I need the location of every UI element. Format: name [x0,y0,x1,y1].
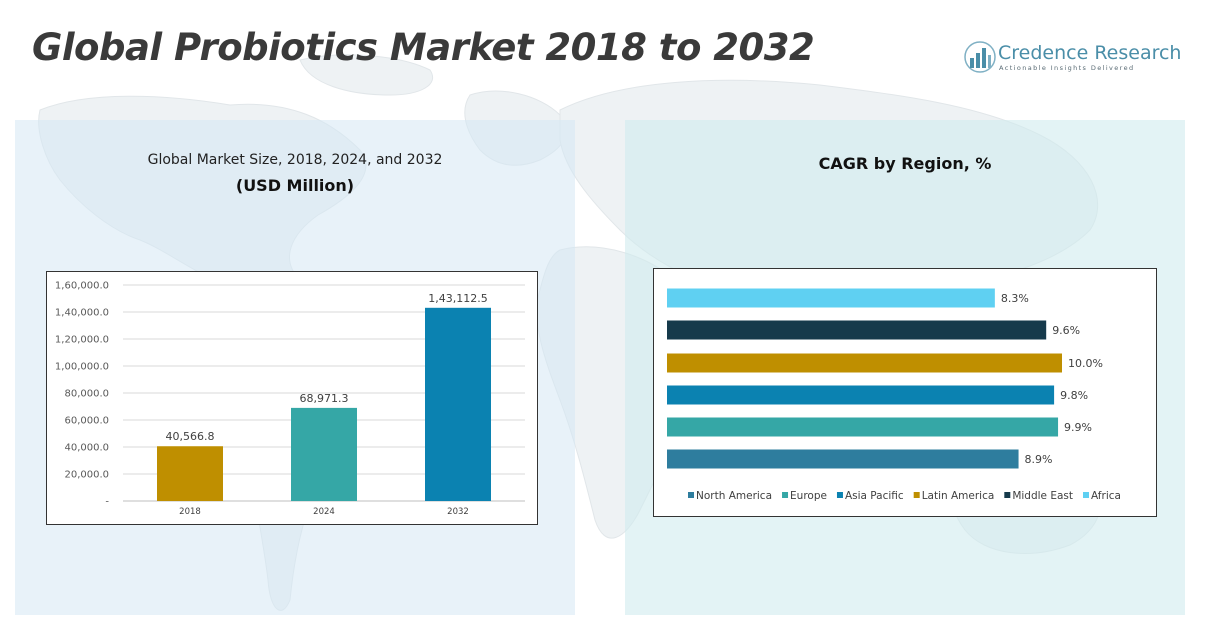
hbar-value-label: 9.8% [1060,389,1088,402]
hbar-value-label: 8.3% [1001,292,1029,305]
market-size-bar-chart: - 20,000.0 40,000.0 60,000.0 80,000.0 1,00,00… [55,281,525,517]
x-tick-label: 2018 [179,507,201,517]
page-title: Global Probiotics Market 2018 to 2032 [32,26,815,69]
y-tick-label: 1,20,000.0 [55,335,109,346]
legend-swatch-asia_pacific [836,492,843,498]
logo-tagline: Actionable Insights Delivered [999,64,1135,72]
legend-label-europe: Europe [790,490,827,502]
legend-label-north_america: North America [696,490,772,502]
legend-swatch-europe [782,492,789,498]
hbar-north_america [667,449,1019,469]
x-tick-label: 2024 [313,507,335,517]
y-tick-label: 40,000.0 [64,443,109,454]
hbar-latin_america [667,353,1062,373]
y-tick-label: 1,00,000.0 [55,362,109,373]
hbar-value-label: 9.6% [1052,324,1080,337]
market-size-chart-frame: - 20,000.0 40,000.0 60,000.0 80,000.0 1,00,00… [46,271,538,525]
hbar-value-label: 10.0% [1068,357,1103,370]
legend-label-latin_america: Latin America [922,490,995,502]
hbar-asia_pacific [667,385,1055,405]
legend-label-middle_east: Middle East [1012,490,1073,502]
legend-swatch-africa [1083,492,1089,498]
bar-value-label: 68,971.3 [300,392,349,405]
market-size-title: Global Market Size, 2018, 2024, and 2032 [147,152,443,168]
legend-swatch-north_america [688,492,694,498]
cagr-chart-frame: 8.9% 9.9% 9.8% 10.0% 9.6% 8.3% North America Eu… [653,268,1157,517]
bar-2032 [425,307,491,501]
legend-swatch-middle_east [1004,492,1011,498]
legend-label-asia_pacific: Asia Pacific [845,490,904,502]
y-tick-label: - [105,497,109,508]
hbar-middle_east [667,320,1047,340]
x-tick-label: 2032 [447,507,469,517]
market-size-subtitle: (USD Million) [235,176,355,195]
legend-label-africa: Africa [1091,490,1121,502]
bar-2018 [157,446,223,501]
y-tick-label: 20,000.0 [64,470,109,481]
y-tick-label: 60,000.0 [64,416,109,427]
credence-research-logo[interactable]: Credence Research Actionable Insights De… [964,40,1181,76]
bar-value-label: 40,566.8 [166,430,215,443]
legend-swatch-latin_america [913,492,920,498]
hbar-value-label: 9.9% [1064,421,1092,434]
y-tick-label: 1,40,000.0 [55,308,109,319]
y-tick-label: 1,60,000.0 [55,281,109,292]
bar-2024 [291,407,357,501]
cagr-horizontal-bar-chart: 8.9% 9.9% 9.8% 10.0% 9.6% 8.3% North America Eu… [667,288,1121,502]
bar-value-label: 1,43,112.5 [428,292,487,305]
y-tick-label: 80,000.0 [64,389,109,400]
hbar-africa [667,288,995,308]
hbar-value-label: 8.9% [1025,453,1053,466]
hbar-europe [667,417,1059,437]
logo-name: Credence Research [998,42,1182,64]
bar-chart-logo-icon [964,41,996,73]
cagr-title: CAGR by Region, % [818,154,992,173]
